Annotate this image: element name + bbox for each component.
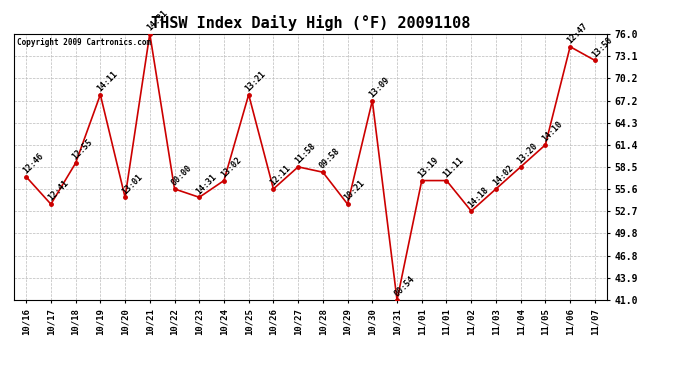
Text: 13:19: 13:19 bbox=[417, 155, 441, 179]
Text: 09:58: 09:58 bbox=[318, 147, 342, 171]
Text: 13:50: 13:50 bbox=[590, 35, 614, 59]
Text: 14:31: 14:31 bbox=[195, 172, 218, 196]
Text: 14:10: 14:10 bbox=[540, 119, 564, 143]
Text: Copyright 2009 Cartronics.com: Copyright 2009 Cartronics.com bbox=[17, 38, 151, 47]
Text: 13:02: 13:02 bbox=[219, 155, 243, 179]
Text: 12:46: 12:46 bbox=[21, 152, 46, 176]
Text: 12:41: 12:41 bbox=[46, 179, 70, 203]
Text: 14:11: 14:11 bbox=[95, 69, 119, 93]
Text: 12:47: 12:47 bbox=[565, 21, 589, 45]
Text: 11:58: 11:58 bbox=[293, 141, 317, 165]
Text: 10:21: 10:21 bbox=[343, 179, 366, 203]
Text: 11:11: 11:11 bbox=[442, 155, 466, 179]
Text: 12:11: 12:11 bbox=[268, 164, 293, 188]
Text: 13:20: 13:20 bbox=[515, 141, 540, 165]
Text: 14:02: 14:02 bbox=[491, 164, 515, 188]
Text: 14:31: 14:31 bbox=[145, 8, 169, 32]
Title: THSW Index Daily High (°F) 20091108: THSW Index Daily High (°F) 20091108 bbox=[151, 15, 470, 31]
Text: 13:21: 13:21 bbox=[244, 69, 268, 93]
Text: 12:55: 12:55 bbox=[70, 138, 95, 162]
Text: 00:00: 00:00 bbox=[170, 164, 194, 188]
Text: 13:09: 13:09 bbox=[367, 75, 391, 99]
Text: 14:18: 14:18 bbox=[466, 186, 491, 210]
Text: 00:54: 00:54 bbox=[392, 274, 416, 298]
Text: 13:01: 13:01 bbox=[120, 172, 144, 196]
